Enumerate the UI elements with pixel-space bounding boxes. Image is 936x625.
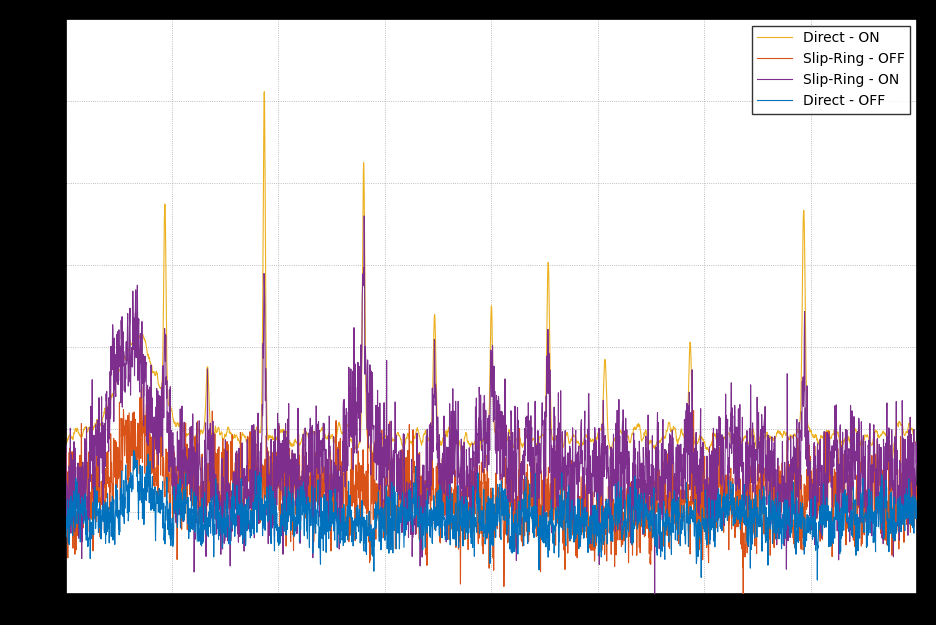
Direct - OFF <box>128 447 139 454</box>
Line: Direct - OFF: Direct - OFF <box>66 451 917 580</box>
Direct - ON <box>258 88 270 96</box>
Direct - ON <box>157 360 168 368</box>
Direct - ON <box>387 436 398 443</box>
Line: Slip-Ring - ON: Slip-Ring - ON <box>66 216 917 613</box>
Slip-Ring - OFF <box>738 591 749 598</box>
Direct - OFF <box>387 521 398 528</box>
Slip-Ring - ON <box>424 444 435 452</box>
Direct - ON <box>424 436 435 444</box>
Direct - ON <box>895 422 906 429</box>
Slip-Ring - ON <box>649 609 660 617</box>
Slip-Ring - OFF <box>895 487 906 494</box>
Direct - OFF <box>912 509 923 516</box>
Slip-Ring - OFF <box>157 472 168 480</box>
Direct - OFF <box>812 576 823 584</box>
Direct - OFF <box>895 514 906 521</box>
Direct - OFF <box>424 518 435 525</box>
Slip-Ring - OFF <box>424 478 435 485</box>
Slip-Ring - ON <box>912 462 923 469</box>
Slip-Ring - ON <box>358 213 370 220</box>
Slip-Ring - OFF <box>138 382 149 390</box>
Slip-Ring - ON <box>208 456 219 463</box>
Direct - ON <box>803 424 814 431</box>
Direct - OFF <box>60 520 71 528</box>
Direct - ON <box>208 431 219 439</box>
Slip-Ring - OFF <box>60 484 71 492</box>
Line: Direct - ON: Direct - ON <box>66 92 917 458</box>
Direct - ON <box>60 438 71 446</box>
Slip-Ring - ON <box>803 451 814 458</box>
Direct - ON <box>912 442 923 449</box>
Direct - OFF <box>803 528 814 535</box>
Slip-Ring - ON <box>157 452 168 459</box>
Slip-Ring - ON <box>60 504 71 511</box>
Slip-Ring - ON <box>387 462 398 470</box>
Slip-Ring - ON <box>895 503 906 510</box>
Direct - OFF <box>208 492 219 500</box>
Legend: Direct - ON, Slip-Ring - OFF, Slip-Ring - ON, Direct - OFF: Direct - ON, Slip-Ring - OFF, Slip-Ring … <box>752 26 911 114</box>
Line: Slip-Ring - OFF: Slip-Ring - OFF <box>66 386 917 594</box>
Direct - ON <box>887 454 899 462</box>
Slip-Ring - OFF <box>387 466 398 473</box>
Direct - OFF <box>157 524 168 532</box>
Slip-Ring - OFF <box>803 496 814 504</box>
Slip-Ring - OFF <box>912 494 923 502</box>
Slip-Ring - OFF <box>208 460 219 468</box>
